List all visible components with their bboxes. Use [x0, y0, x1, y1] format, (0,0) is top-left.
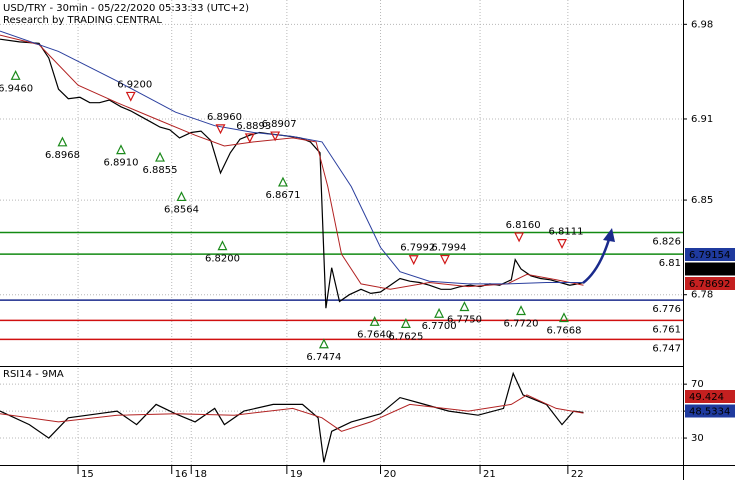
level-label: 6.747	[652, 343, 681, 354]
y-tick-label: 70	[691, 379, 704, 390]
forecast-arrow-head	[603, 228, 615, 242]
level-label: 6.761	[652, 324, 681, 335]
y-tick-label: 6.98	[691, 19, 713, 30]
forecast-arrow	[582, 235, 612, 284]
level-marker	[57, 136, 68, 147]
y-tick-label: 30	[691, 433, 704, 444]
y-tick-label: 6.85	[691, 195, 713, 206]
level-marker-label: 6.8160	[506, 220, 541, 231]
last-value-box	[685, 277, 735, 290]
level-marker	[155, 151, 165, 162]
last-value-label: 49.424	[689, 392, 724, 403]
last-value-box	[685, 248, 735, 261]
level-marker-label: 6.8855	[143, 165, 178, 176]
level-marker-label: 6.7750	[447, 314, 482, 325]
level-marker	[439, 254, 450, 265]
series-line	[0, 30, 584, 285]
series-line	[0, 371, 584, 463]
chart-title: USD/TRY - 30min - 05/22/2020 05:33:33 (U…	[3, 3, 249, 14]
level-label: 6.81	[659, 258, 681, 269]
level-marker	[10, 69, 21, 80]
level-marker-label: 6.8893	[236, 121, 271, 132]
level-marker	[369, 315, 380, 326]
last-value-box	[685, 390, 735, 403]
level-marker	[558, 312, 569, 323]
level-marker-label: 6.7625	[388, 331, 423, 342]
last-value-box	[685, 404, 735, 418]
level-marker	[408, 255, 419, 266]
level-label: 6.826	[652, 237, 681, 248]
level-marker	[459, 301, 470, 312]
level-marker-label: 6.7994	[431, 242, 466, 253]
level-marker	[217, 240, 228, 251]
x-tick-label: 22	[571, 469, 584, 480]
level-marker-label: 6.8564	[164, 204, 199, 215]
level-marker-label: 6.8671	[265, 190, 300, 201]
last-value-label: 6.78692	[689, 279, 730, 290]
level-marker	[125, 91, 136, 102]
x-tick-label: 19	[290, 469, 303, 480]
y-tick-label: 6.91	[691, 114, 713, 125]
level-marker-label: 6.7700	[422, 321, 457, 332]
level-marker	[116, 144, 126, 155]
level-label: 6.776	[652, 304, 681, 315]
level-marker-label: 6.8960	[207, 112, 242, 123]
last-value-label: 6.79154	[689, 250, 730, 261]
last-value-label: 6.78927	[689, 265, 730, 276]
level-marker-label: 6.7992	[400, 243, 435, 254]
x-tick-label: 18	[194, 469, 207, 480]
level-marker	[244, 133, 255, 144]
level-marker-label: 6.8200	[205, 254, 240, 265]
level-marker-label: 6.9200	[117, 79, 152, 90]
level-marker	[277, 176, 288, 187]
x-tick-label: 20	[384, 469, 397, 480]
level-marker-label: 6.7668	[546, 326, 581, 337]
level-marker-label: 6.7720	[504, 319, 539, 330]
y-tick-label: 6.78	[691, 290, 713, 301]
level-marker	[400, 318, 411, 328]
x-tick-label: 21	[483, 469, 496, 480]
rsi-title: RSI14 - 9MA	[3, 369, 64, 380]
level-marker	[318, 338, 329, 349]
level-marker	[176, 191, 187, 202]
level-marker	[434, 307, 445, 318]
level-marker-label: 6.8910	[103, 158, 138, 169]
level-marker-label: 6.8968	[45, 150, 80, 161]
level-marker	[557, 239, 567, 250]
plot-layer: 6.826 6.81 6.776 6.761 6.747 6.9460 6.8968 6.89…	[0, 0, 683, 465]
level-marker-label: 6.9460	[0, 83, 33, 94]
x-tick-label: 16	[175, 469, 188, 480]
level-marker	[215, 124, 226, 135]
level-marker-label: 6.7640	[357, 329, 392, 340]
level-marker	[514, 232, 525, 243]
series-line	[0, 394, 584, 432]
chart-subtitle: Research by TRADING CENTRAL	[3, 15, 162, 26]
level-marker-label: 6.8907	[262, 119, 297, 130]
level-marker	[516, 305, 527, 316]
level-marker	[270, 131, 281, 142]
level-marker-label: 6.8111	[549, 227, 584, 238]
last-value-label: 48.5334	[689, 407, 730, 418]
last-value-box	[685, 262, 735, 276]
level-marker-label: 6.7474	[306, 352, 341, 363]
x-tick-label: 15	[81, 469, 94, 480]
